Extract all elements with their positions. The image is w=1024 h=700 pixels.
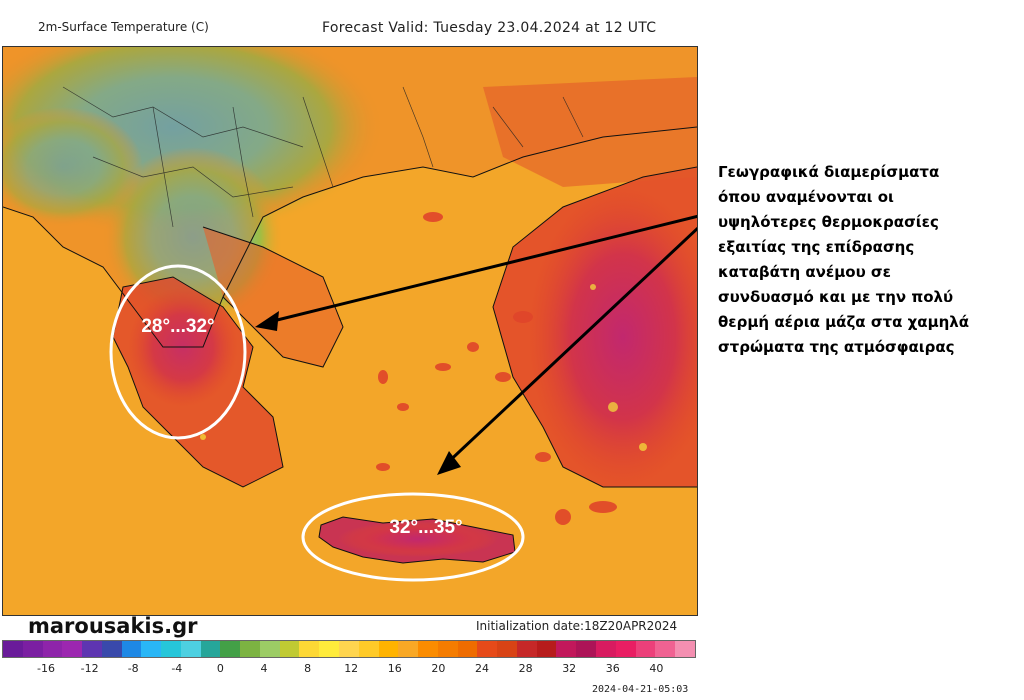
- hot-zone-anatolia: [528, 187, 697, 487]
- colorbar-swatch: [556, 641, 577, 657]
- colorbar-tick-label: 36: [605, 662, 620, 675]
- colorbar-swatch: [497, 641, 517, 657]
- map-svg: 28°...32° 32°...35°: [3, 47, 697, 615]
- colorbar-tick-label: 20: [431, 662, 446, 675]
- colorbar-swatch: [161, 641, 181, 657]
- colorbar-swatch: [82, 641, 102, 657]
- colorbar-tick-label: -4: [171, 662, 183, 675]
- arrowhead-western-greece: [255, 311, 279, 331]
- colorbar-tick-label: 40: [649, 662, 664, 675]
- colorbar-swatch: [339, 641, 359, 657]
- colorbar-swatch: [615, 641, 636, 657]
- colorbar-tick-label: 28: [518, 662, 533, 675]
- colorbar-swatch: [576, 641, 596, 657]
- colorbar-tick-label: 4: [260, 662, 268, 675]
- colorbar-swatch: [279, 641, 300, 657]
- colorbar-swatch: [378, 641, 399, 657]
- colorbar-swatch: [319, 641, 340, 657]
- colorbar-tick-label: 12: [344, 662, 359, 675]
- colorbar-swatch: [62, 641, 83, 657]
- arrow-to-western-greece: [264, 214, 697, 325]
- colorbar-swatch: [3, 641, 23, 657]
- colorbar-swatch: [299, 641, 320, 657]
- colorbar-swatch: [358, 641, 379, 657]
- annotation-line: θερμή αέρια μάζα στα χαμηλά: [718, 313, 970, 331]
- highlight-ring-crete: [301, 492, 525, 582]
- forecast-valid-title: Forecast Valid: Tuesday 23.04.2024 at 12…: [322, 20, 657, 36]
- colorbar-tick-label: 0: [216, 662, 224, 675]
- annotation-line: όπου αναμένονται οι: [718, 188, 894, 206]
- colorbar-swatch: [42, 641, 63, 657]
- temperature-map: 28°...32° 32°...35°: [2, 46, 698, 616]
- colorbar-swatch: [635, 641, 656, 657]
- aegean-islands: [376, 212, 617, 525]
- colorbar-swatch: [398, 641, 419, 657]
- annotation-text: Γεωγραφικά διαμερίσματα όπου αναμένονται…: [718, 160, 1018, 360]
- colorbar-swatch: [536, 641, 557, 657]
- colorbar-tick-label: 8: [304, 662, 312, 675]
- arrowhead-crete: [437, 451, 461, 475]
- colorbar-swatch: [675, 641, 695, 657]
- map-variable-title: 2m-Surface Temperature (C): [38, 20, 209, 34]
- colorbar-swatch: [457, 641, 478, 657]
- colorbar-swatch: [200, 641, 221, 657]
- colorbar-swatch: [516, 641, 537, 657]
- region-label-crete: 32°...35°: [389, 517, 462, 538]
- colorbar-tick-label: 16: [387, 662, 402, 675]
- colorbar-swatch: [259, 641, 280, 657]
- colorbar-swatch: [595, 641, 616, 657]
- colorbar-swatch: [655, 641, 676, 657]
- colorbar-tick-label: 24: [475, 662, 489, 675]
- map-header: 2m-Surface Temperature (C) Forecast Vali…: [0, 0, 700, 44]
- arrow-to-crete: [441, 226, 697, 469]
- colorbar-swatch: [418, 641, 438, 657]
- temperature-colorbar: [2, 640, 696, 658]
- colorbar-tick-label: -8: [127, 662, 139, 675]
- colorbar-swatch: [240, 641, 260, 657]
- colorbar-swatch: [437, 641, 458, 657]
- run-timestamp: 2024-04-21-05:03: [592, 684, 689, 695]
- colorbar-swatch: [101, 641, 122, 657]
- colorbar-ticks: -16 -12 -8 -4 0 4 8 12 16 20 24 28 32 36 40: [2, 662, 696, 678]
- annotation-line: στρώματα της ατμόσφαιρας: [718, 338, 955, 356]
- region-label-western-greece: 28°...32°: [141, 316, 214, 337]
- annotation-line: Γεωγραφικά διαμερίσματα: [718, 163, 940, 181]
- annotation-line: εξαιτίας της επίδρασης: [718, 238, 915, 256]
- colorbar-tick-label: 32: [562, 662, 577, 675]
- annotation-line: καταβάτη ανέμου σε: [718, 263, 891, 281]
- initialization-date: Initialization date:18Z20APR2024: [476, 619, 678, 633]
- coastlines: [3, 126, 697, 564]
- brand-watermark: marousakis.gr: [28, 614, 198, 638]
- colorbar-swatch: [141, 641, 162, 657]
- colorbar-swatch: [477, 641, 498, 657]
- annotation-arrows: [264, 214, 697, 469]
- annotation-line: συνδυασμό και με την πολύ: [718, 288, 954, 306]
- highlight-ring-western-greece: [109, 264, 247, 440]
- annotation-line: υψηλότερες θερμοκρασίες: [718, 213, 939, 231]
- colorbar-swatch: [180, 641, 201, 657]
- colorbar-tick-label: -12: [80, 662, 99, 675]
- colorbar-swatch: [22, 641, 43, 657]
- colorbar-swatch: [121, 641, 142, 657]
- colorbar-swatch: [220, 641, 241, 657]
- colorbar-tick-label: -16: [37, 662, 55, 675]
